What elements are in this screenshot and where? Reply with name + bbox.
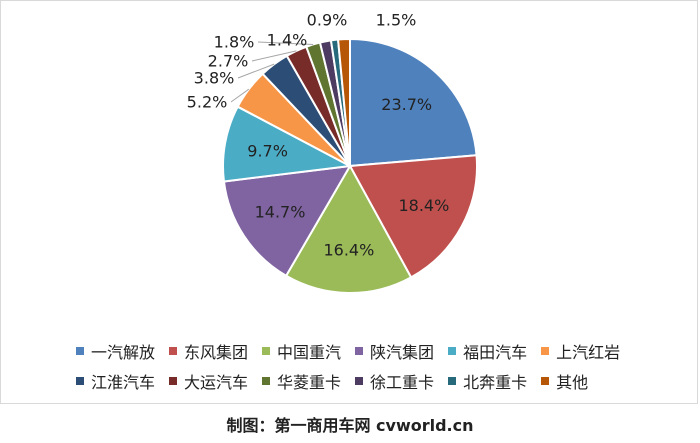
slice-data-label: 1.5% <box>376 11 417 30</box>
legend-item: 福田汽车 <box>448 339 527 363</box>
legend-label: 徐工重卡 <box>370 373 435 392</box>
slice-data-label: 1.4% <box>267 31 308 50</box>
legend-swatch <box>262 377 271 385</box>
chart-caption: 制图：第一商用车网 cvworld.cn <box>226 415 474 435</box>
leader-line <box>237 63 275 79</box>
slice-data-label: 23.7% <box>381 95 432 114</box>
pie-slice <box>336 37 351 167</box>
legend-item: 一汽解放 <box>76 339 155 363</box>
legend-swatch <box>262 347 271 355</box>
legend-swatch <box>541 347 550 355</box>
slice-data-label: 18.4% <box>398 196 449 215</box>
legend-item: 上汽红岩 <box>541 339 620 363</box>
slice-data-label: 9.7% <box>247 141 288 160</box>
slice-data-label: 2.7% <box>208 52 249 71</box>
legend-swatch <box>541 377 550 385</box>
legend-item: 徐工重卡 <box>355 369 434 393</box>
legend-label: 陕汽集团 <box>370 343 435 362</box>
legend-item: 大运汽车 <box>169 369 248 393</box>
legend-swatch <box>169 347 178 355</box>
slice-data-label: 3.8% <box>194 69 235 88</box>
pie-slice <box>284 163 413 294</box>
pie-slice <box>222 105 354 183</box>
pie-slice <box>349 37 478 168</box>
legend-swatch <box>76 347 84 355</box>
legend-item: 华菱重卡 <box>262 369 341 393</box>
legend-swatch <box>355 377 364 385</box>
legend-label: 北奔重卡 <box>463 373 528 392</box>
legend-row-2: 江淮汽车 大运汽车 华菱重卡 徐工重卡 北奔重卡 其他 <box>76 366 676 396</box>
legend-swatch <box>355 347 364 355</box>
legend-label: 其他 <box>556 373 589 392</box>
legend-swatch <box>169 377 178 385</box>
legend-label: 中国重汽 <box>277 343 342 362</box>
pie-slice <box>222 164 352 278</box>
leader-line <box>251 50 297 62</box>
legend-item: 中国重汽 <box>262 339 341 363</box>
legend-item: 东风集团 <box>169 339 248 363</box>
leader-line <box>230 88 250 103</box>
legend-label: 东风集团 <box>184 343 249 362</box>
legend-item: 北奔重卡 <box>448 369 527 393</box>
slice-data-label: 16.4% <box>323 240 374 259</box>
legend-label: 福田汽车 <box>463 343 528 362</box>
legend-swatch <box>448 347 457 355</box>
legend-swatch <box>76 377 84 385</box>
legend-item: 江淮汽车 <box>76 369 155 393</box>
legend-row-1: 一汽解放 东风集团 中国重汽 陕汽集团 福田汽车 上汽红岩 <box>76 336 676 366</box>
chart-legend: 一汽解放 东风集团 中国重汽 陕汽集团 福田汽车 上汽红岩 江淮汽车 大运汽车 … <box>76 336 676 396</box>
legend-label: 一汽解放 <box>91 343 156 362</box>
pie-chart: 23.7% 18.4% 16.4% 14.7% 9.7% 5.2% 3.8%2.7%1.8%… <box>187 11 478 294</box>
legend-label: 大运汽车 <box>184 373 249 392</box>
legend-label: 上汽红岩 <box>556 343 621 362</box>
leader-line <box>257 41 314 45</box>
legend-label: 江淮汽车 <box>91 373 156 392</box>
slice-data-label: 14.7% <box>255 203 306 222</box>
legend-label: 华菱重卡 <box>277 373 342 392</box>
legend-item: 陕汽集团 <box>355 339 434 363</box>
legend-swatch <box>448 377 457 385</box>
slice-data-label: 1.8% <box>214 33 255 52</box>
legend-item: 其他 <box>541 369 588 393</box>
pie-slice <box>348 154 478 279</box>
slice-data-label: 0.9% <box>307 11 348 30</box>
slice-data-label: 5.2% <box>187 93 228 112</box>
